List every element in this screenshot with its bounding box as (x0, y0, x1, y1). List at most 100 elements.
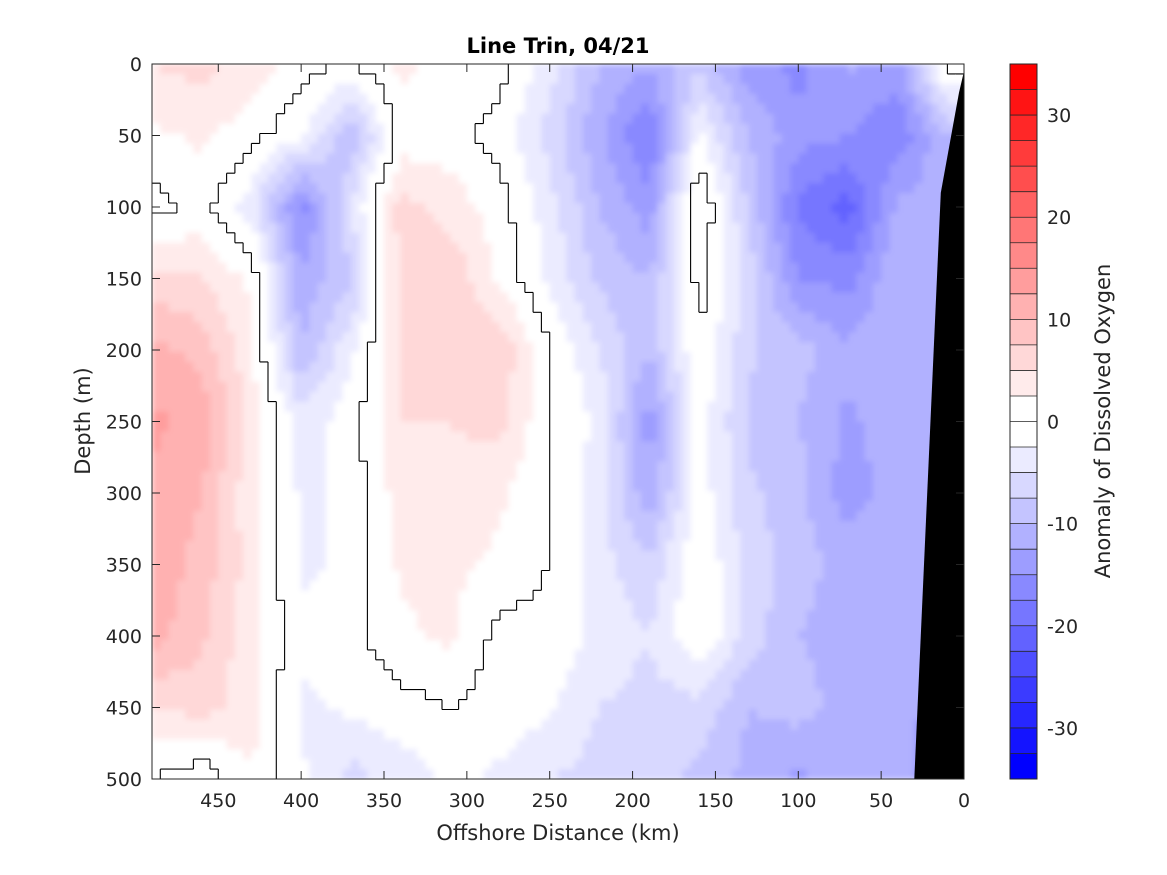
heat-cell (690, 133, 700, 145)
heat-cell (350, 391, 360, 403)
heat-cell (881, 332, 891, 343)
heat-cell (682, 500, 692, 512)
heat-cell (591, 222, 601, 234)
heat-cell (433, 510, 443, 522)
heat-cell (442, 143, 452, 155)
heat-cell (491, 183, 501, 194)
heat-cell (549, 282, 559, 294)
heat-cell (624, 93, 634, 105)
heat-cell (607, 361, 617, 373)
heat-cell (417, 252, 427, 264)
heat-cell (773, 133, 783, 145)
heat-cell (831, 361, 841, 373)
heat-cell (185, 292, 195, 304)
heat-cell (541, 262, 551, 274)
heat-cell (533, 242, 543, 254)
heat-cell (823, 351, 833, 363)
heat-cell (831, 461, 841, 472)
heat-cell (326, 193, 336, 204)
heat-cell (839, 292, 849, 304)
heat-cell (814, 381, 824, 393)
heat-cell (458, 510, 468, 522)
heat-cell (533, 93, 543, 105)
heat-cell (292, 252, 302, 264)
heat-cell (243, 153, 253, 165)
heat-cell (732, 163, 742, 175)
heat-cell (798, 431, 808, 443)
heat-cell (748, 510, 758, 522)
heat-cell (425, 500, 435, 512)
heat-cell (392, 391, 402, 403)
heat-cell (243, 481, 253, 492)
heat-cell (897, 451, 907, 463)
heat-cell (690, 411, 700, 423)
heat-cell (616, 282, 626, 294)
heat-cell (326, 411, 336, 423)
heat-cell (839, 391, 849, 403)
heat-cell (624, 73, 634, 85)
heat-cell (400, 471, 410, 482)
heat-cell (939, 64, 949, 75)
heat-cell (773, 471, 783, 482)
heat-cell (558, 371, 568, 383)
heat-cell (856, 411, 866, 423)
heat-cell (591, 451, 601, 463)
heat-cell (574, 83, 584, 95)
heat-cell (342, 322, 352, 333)
heat-cell (848, 143, 858, 155)
heat-cell (524, 312, 534, 323)
heat-cell (433, 252, 443, 264)
heat-cell (723, 491, 733, 502)
heat-cell (160, 411, 170, 423)
heat-cell (408, 411, 418, 423)
heat-cell (773, 540, 783, 552)
heat-cell (309, 212, 319, 224)
heat-cell (698, 262, 708, 274)
heat-cell (616, 153, 626, 165)
heat-cell (665, 133, 675, 145)
heat-cell (665, 461, 675, 472)
heat-cell (649, 530, 659, 542)
heat-cell (176, 520, 186, 532)
heat-cell (790, 183, 800, 194)
heat-cell (773, 491, 783, 502)
heat-cell (906, 451, 916, 463)
heat-cell (823, 500, 833, 512)
heat-cell (674, 123, 684, 135)
heat-cell (698, 471, 708, 482)
heat-cell (682, 173, 692, 184)
heat-cell (665, 163, 675, 175)
heat-cell (152, 381, 162, 393)
heat-cell (466, 491, 476, 502)
heat-cell (723, 500, 733, 512)
heat-cell (682, 232, 692, 244)
heat-cell (284, 530, 294, 542)
heat-cell (765, 540, 775, 552)
heat-cell (574, 272, 584, 284)
heat-cell (640, 173, 650, 184)
heat-cell (210, 540, 220, 552)
heat-cell (309, 103, 319, 115)
heat-cell (616, 371, 626, 383)
heat-cell (624, 173, 634, 184)
heat-cell (566, 222, 576, 234)
heat-cell (823, 242, 833, 254)
heat-cell (930, 123, 940, 135)
heat-cell (682, 491, 692, 502)
heat-cell (284, 222, 294, 234)
heat-cell (897, 371, 907, 383)
heat-cell (491, 342, 501, 353)
heat-cell (831, 441, 841, 453)
heat-cell (814, 391, 824, 403)
heat-cell (384, 530, 394, 542)
heat-cell (450, 103, 460, 115)
heat-cell (665, 550, 675, 562)
heat-cell (665, 401, 675, 413)
heat-cell (872, 371, 882, 383)
heat-cell (475, 222, 485, 234)
heat-cell (657, 451, 667, 463)
heat-cell (226, 272, 236, 284)
heat-cell (334, 491, 344, 502)
heat-cell (723, 143, 733, 155)
heat-cell (483, 471, 493, 482)
